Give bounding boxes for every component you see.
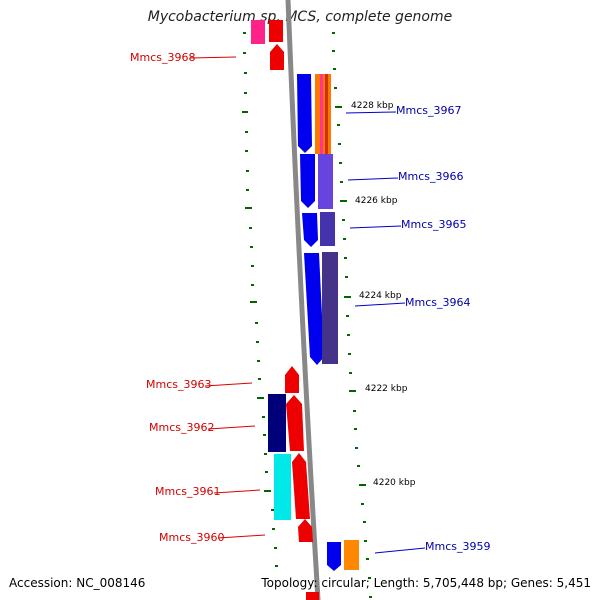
gene-label-Mmcs_3965[interactable]: Mmcs_3965 (401, 218, 467, 231)
gene-Mmcs_3964-pair (322, 252, 338, 364)
gene-Mmcs_3966-pair (318, 154, 333, 209)
ticks-right (332, 32, 372, 598)
accession-text: Accession: NC_008146 (9, 576, 146, 590)
ruler-label: 4220 kbp (373, 478, 416, 488)
ticks-left (242, 32, 278, 567)
gene-Mmcs_3962 (286, 395, 304, 451)
gene-label-Mmcs_3961[interactable]: Mmcs_3961 (155, 485, 221, 498)
gene-Mmcs_3959 (327, 542, 341, 571)
gene-label-Mmcs_3964[interactable]: Mmcs_3964 (405, 296, 471, 309)
gene-Mmcs_3967 (297, 74, 312, 153)
gene-Mmcs_3962-pair (268, 394, 286, 452)
topology-text: Topology: circular; Length: 5,705,448 bp… (261, 576, 591, 590)
gene-label-Mmcs_3959[interactable]: Mmcs_3959 (425, 540, 491, 553)
gene-Mmcs_3960 (298, 519, 313, 542)
gene-partial-red-top (269, 20, 283, 42)
genome-title: Mycobacterium sp. MCS, complete genome (147, 9, 453, 25)
gene-Mmcs_3964 (304, 253, 324, 365)
gene-Mmcs_3965 (302, 213, 318, 247)
gene-label-Mmcs_3967[interactable]: Mmcs_3967 (396, 104, 462, 117)
gene-Mmcs_3963 (285, 366, 299, 393)
gene-label-Mmcs_3962[interactable]: Mmcs_3962 (149, 421, 215, 434)
gene-Mmcs_3965-pair (320, 212, 335, 246)
gene-Mmcs_3966 (300, 154, 315, 208)
ruler-label: 4226 kbp (355, 196, 398, 206)
genome-backbone (285, 0, 321, 600)
gene-partial-pink (251, 20, 265, 44)
ruler-label: 4228 kbp (351, 101, 394, 111)
gene-partial-red-bottom (306, 592, 319, 600)
gene-label-Mmcs_3960[interactable]: Mmcs_3960 (159, 531, 225, 544)
gene-Mmcs_3959-pair (344, 540, 359, 570)
ruler-label: 4222 kbp (365, 384, 408, 394)
gene-label-Mmcs_3963[interactable]: Mmcs_3963 (146, 378, 212, 391)
ruler-label: 4224 kbp (359, 291, 402, 301)
gene-label-Mmcs_3968[interactable]: Mmcs_3968 (130, 51, 196, 64)
gene-Mmcs_3961-pair (274, 454, 291, 520)
gene-Mmcs_3961 (292, 453, 310, 519)
gene-label-Mmcs_3966[interactable]: Mmcs_3966 (398, 170, 464, 183)
gene-Mmcs_3968 (270, 44, 284, 70)
